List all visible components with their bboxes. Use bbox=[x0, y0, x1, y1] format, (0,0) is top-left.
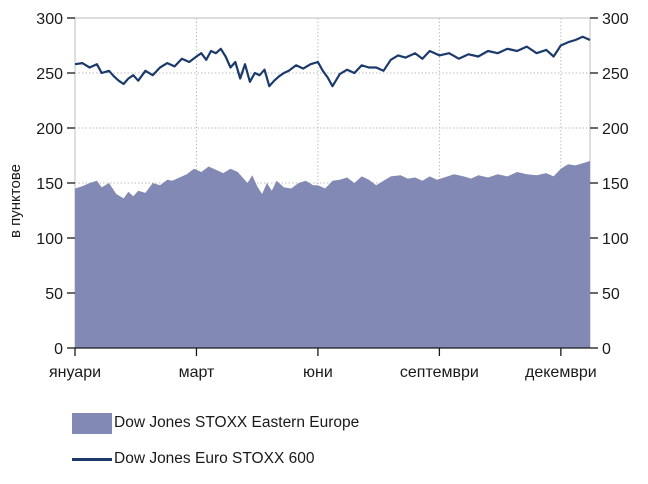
y-tick-label-left: 200 bbox=[36, 121, 63, 138]
legend: Dow Jones STOXX Eastern Europe Dow Jones… bbox=[72, 412, 359, 484]
y-axis-title: в пунктове bbox=[7, 164, 24, 238]
y-tick-label-right: 50 bbox=[602, 286, 620, 303]
y-tick-label-left: 300 bbox=[36, 11, 63, 28]
legend-swatch-area bbox=[72, 412, 112, 434]
y-tick-label-left: 0 bbox=[54, 341, 63, 358]
y-tick-label-left: 50 bbox=[45, 286, 63, 303]
legend-item-euro-stoxx-600: Dow Jones Euro STOXX 600 bbox=[72, 448, 359, 470]
axes-layer: 0 0 50 50 100 100 150 150 200 200 250 250 300 300 януа… bbox=[36, 11, 629, 381]
legend-item-eastern-europe: Dow Jones STOXX Eastern Europe bbox=[72, 412, 359, 434]
legend-label-eastern-europe: Dow Jones STOXX Eastern Europe bbox=[114, 414, 360, 431]
y-tick-label-left: 100 bbox=[36, 231, 63, 248]
x-tick-label: март bbox=[179, 364, 215, 381]
y-tick-label-right: 200 bbox=[602, 121, 629, 138]
y-tick-label-left: 250 bbox=[36, 66, 63, 83]
x-tick-label: юни bbox=[303, 364, 333, 381]
y-tick-label-right: 100 bbox=[602, 231, 629, 248]
x-tick-label: декември bbox=[525, 364, 597, 381]
x-tick-label: януари bbox=[49, 364, 101, 381]
series-layer bbox=[74, 35, 591, 348]
legend-swatch-line bbox=[72, 457, 112, 461]
y-tick-label-right: 150 bbox=[602, 176, 629, 193]
line-series-euro-stoxx-600 bbox=[74, 35, 591, 88]
area-series-eastern-europe bbox=[75, 161, 590, 348]
y-tick-label-right: 0 bbox=[602, 341, 611, 358]
x-tick-label: септември bbox=[400, 364, 479, 381]
y-tick-label-right: 250 bbox=[602, 66, 629, 83]
legend-label-euro-stoxx-600: Dow Jones Euro STOXX 600 bbox=[114, 450, 315, 467]
y-tick-label-left: 150 bbox=[36, 176, 63, 193]
chart: 0 0 50 50 100 100 150 150 200 200 250 250 300 300 януа… bbox=[7, 11, 629, 381]
y-tick-label-right: 300 bbox=[602, 11, 629, 28]
